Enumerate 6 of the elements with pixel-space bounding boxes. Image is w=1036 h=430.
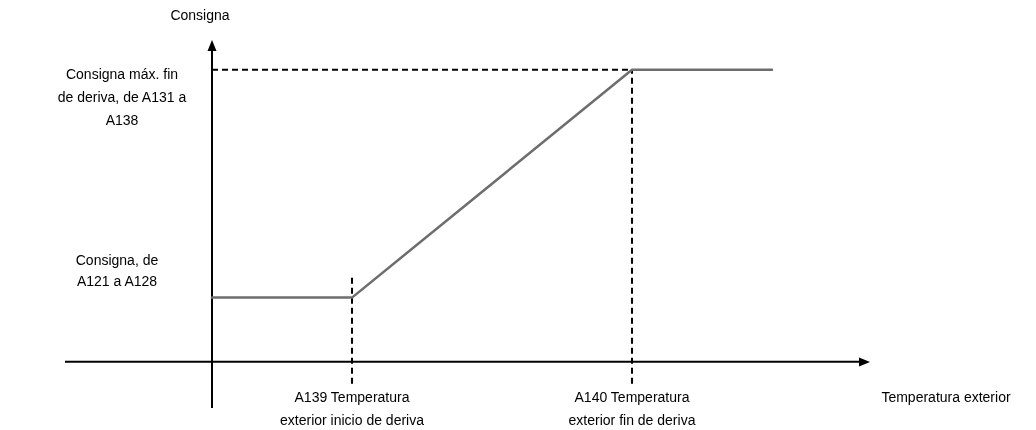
x-axis-title: Temperatura exterior [881,388,1011,405]
y-axis-title: Consigna [170,6,230,23]
x-tick-label: A139 Temperatura exterior inicio de deriva [280,388,425,428]
annotation: Consigna máx. fin de deriva, de A131 a A138 [57,65,187,128]
annotation: Consigna, de A121 a A128 [75,251,159,289]
x-tick-label: A140 Temperatura exterior fin de deriva [568,388,696,428]
